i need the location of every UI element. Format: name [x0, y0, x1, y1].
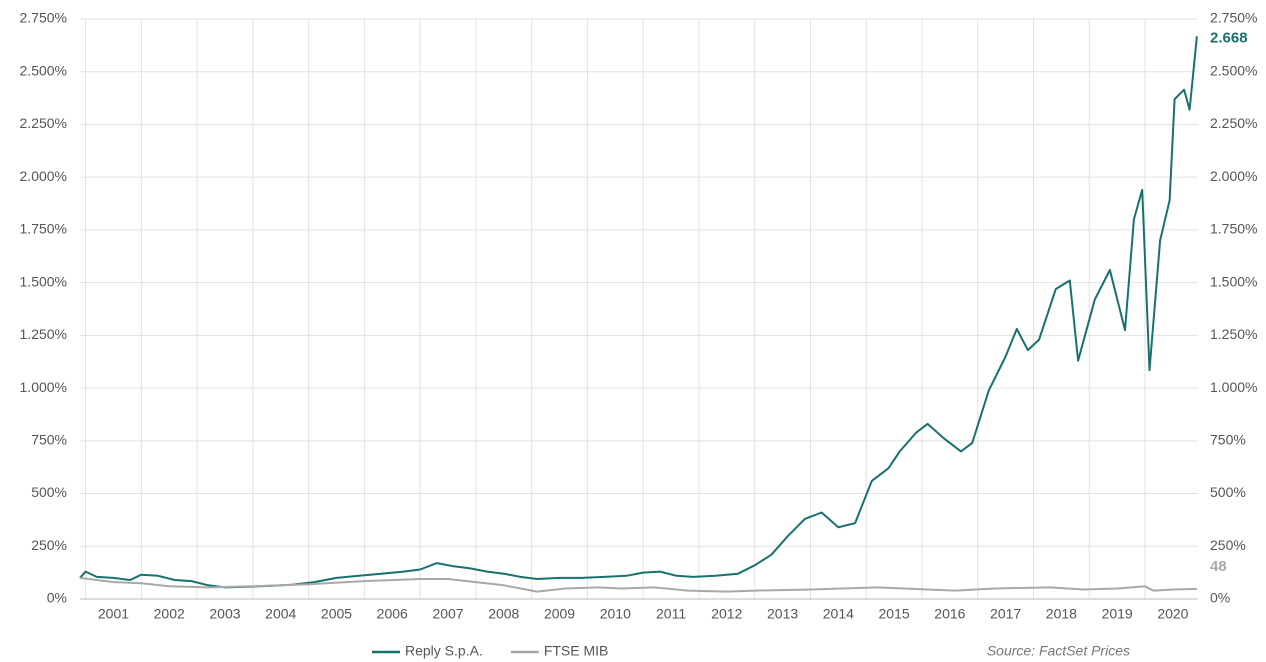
x-tick-label: 2005 [321, 606, 352, 622]
x-tick-label: 2016 [934, 606, 965, 622]
x-tick-label: 2003 [209, 606, 240, 622]
x-tick-label: 2010 [600, 606, 631, 622]
x-tick-label: 2009 [544, 606, 575, 622]
y2-tick-label: 0% [1210, 590, 1230, 606]
x-tick-label: 2020 [1157, 606, 1188, 622]
x-tick-label: 2017 [990, 606, 1021, 622]
x-tick-label: 2018 [1046, 606, 1077, 622]
end-value-label: 48 [1210, 558, 1227, 575]
y2-tick-label: 1.500% [1210, 273, 1257, 289]
x-tick-label: 2008 [488, 606, 519, 622]
x-tick-label: 2012 [711, 606, 742, 622]
y-tick-label: 2.500% [20, 62, 67, 78]
y-tick-label: 1.250% [20, 326, 67, 342]
y-tick-label: 250% [31, 537, 67, 553]
y-tick-label: 1.000% [20, 379, 67, 395]
x-tick-label: 2011 [656, 606, 686, 622]
y2-tick-label: 2.000% [1210, 168, 1257, 184]
y2-tick-label: 2.250% [1210, 115, 1257, 131]
legend-label: Reply S.p.A. [405, 643, 483, 659]
x-tick-label: 2001 [98, 606, 129, 622]
x-tick-label: 2015 [879, 606, 910, 622]
source-note: Source: FactSet Prices [987, 643, 1130, 659]
x-tick-label: 2006 [377, 606, 408, 622]
y-tick-label: 2.000% [20, 168, 67, 184]
y-tick-label: 0% [47, 590, 67, 606]
y2-tick-label: 500% [1210, 484, 1246, 500]
x-tick-label: 2013 [767, 606, 798, 622]
y2-tick-label: 1.750% [1210, 221, 1257, 237]
x-tick-label: 2002 [154, 606, 185, 622]
series-line [79, 576, 1197, 593]
y-tick-label: 2.750% [20, 10, 67, 26]
y-tick-label: 2.250% [20, 115, 67, 131]
x-tick-label: 2019 [1102, 606, 1133, 622]
end-value-label: 2.668 [1210, 29, 1248, 46]
x-tick-label: 2014 [823, 606, 854, 622]
y-tick-label: 1.500% [20, 273, 67, 289]
y2-tick-label: 250% [1210, 537, 1246, 553]
x-tick-label: 2007 [432, 606, 463, 622]
y2-tick-label: 750% [1210, 432, 1246, 448]
y2-tick-label: 2.750% [1210, 10, 1257, 26]
y2-tick-label: 2.500% [1210, 62, 1257, 78]
y-tick-label: 750% [31, 432, 67, 448]
y2-tick-label: 1.250% [1210, 326, 1257, 342]
y2-tick-label: 1.000% [1210, 379, 1257, 395]
series-line [79, 36, 1198, 589]
y-tick-label: 1.750% [20, 221, 67, 237]
x-tick-label: 2004 [265, 606, 296, 622]
legend-label: FTSE MIB [544, 643, 609, 659]
y-tick-label: 500% [31, 484, 67, 500]
